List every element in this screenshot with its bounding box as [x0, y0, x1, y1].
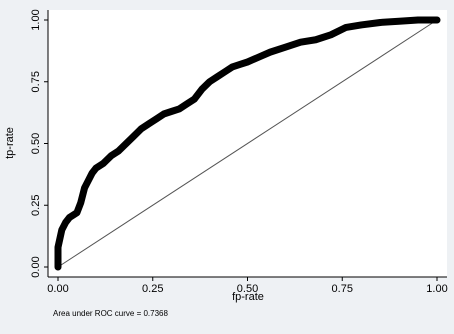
roc-point — [81, 185, 87, 191]
y-axis-title: tp-rate — [4, 127, 16, 159]
roc-point — [100, 160, 106, 166]
roc-point — [229, 64, 235, 70]
roc-point — [237, 61, 243, 67]
roc-point — [78, 200, 84, 206]
x-tick-label: 0.00 — [47, 283, 68, 295]
x-tick-label: 0.25 — [142, 283, 163, 295]
y-tick-label: 1.00 — [30, 9, 42, 30]
roc-point — [55, 244, 61, 250]
roc-point — [169, 108, 175, 114]
roc-point — [267, 49, 273, 55]
roc-point — [415, 17, 421, 23]
roc-point — [313, 37, 319, 43]
y-tick-label: 0.25 — [30, 195, 42, 216]
y-tick-label: 0.75 — [30, 71, 42, 92]
y-tick-label: 0.00 — [30, 256, 42, 277]
roc-point — [66, 214, 72, 220]
roc-point — [146, 121, 152, 127]
y-tick-label: 0.50 — [30, 133, 42, 154]
roc-point — [108, 153, 114, 159]
x-tick-label: 1.00 — [426, 283, 447, 295]
roc-point — [297, 39, 303, 45]
roc-point — [115, 148, 121, 154]
roc-point — [206, 79, 212, 85]
roc-point — [396, 18, 402, 24]
roc-point — [199, 86, 205, 92]
roc-point — [161, 111, 167, 117]
roc-point — [59, 227, 65, 233]
roc-point — [184, 101, 190, 107]
roc-point — [244, 59, 250, 65]
roc-point — [138, 125, 144, 131]
roc-point — [358, 22, 364, 28]
auc-note: Area under ROC curve = 0.7368 — [53, 309, 169, 318]
x-axis-title: fp-rate — [232, 291, 264, 303]
roc-point — [214, 74, 220, 80]
x-tick-label: 0.75 — [332, 283, 353, 295]
roc-point — [222, 69, 228, 75]
roc-point — [328, 32, 334, 38]
roc-point — [93, 165, 99, 171]
roc-point — [131, 133, 137, 139]
roc-point — [434, 17, 440, 23]
roc-point — [176, 106, 182, 112]
roc-point — [55, 264, 61, 270]
roc-point — [256, 54, 262, 60]
roc-point — [74, 209, 80, 215]
roc-point — [85, 177, 91, 183]
roc-point — [191, 96, 197, 102]
roc-point — [377, 19, 383, 25]
roc-point — [123, 140, 129, 146]
roc-point — [343, 24, 349, 30]
roc-point — [153, 116, 159, 122]
roc-point — [282, 44, 288, 50]
